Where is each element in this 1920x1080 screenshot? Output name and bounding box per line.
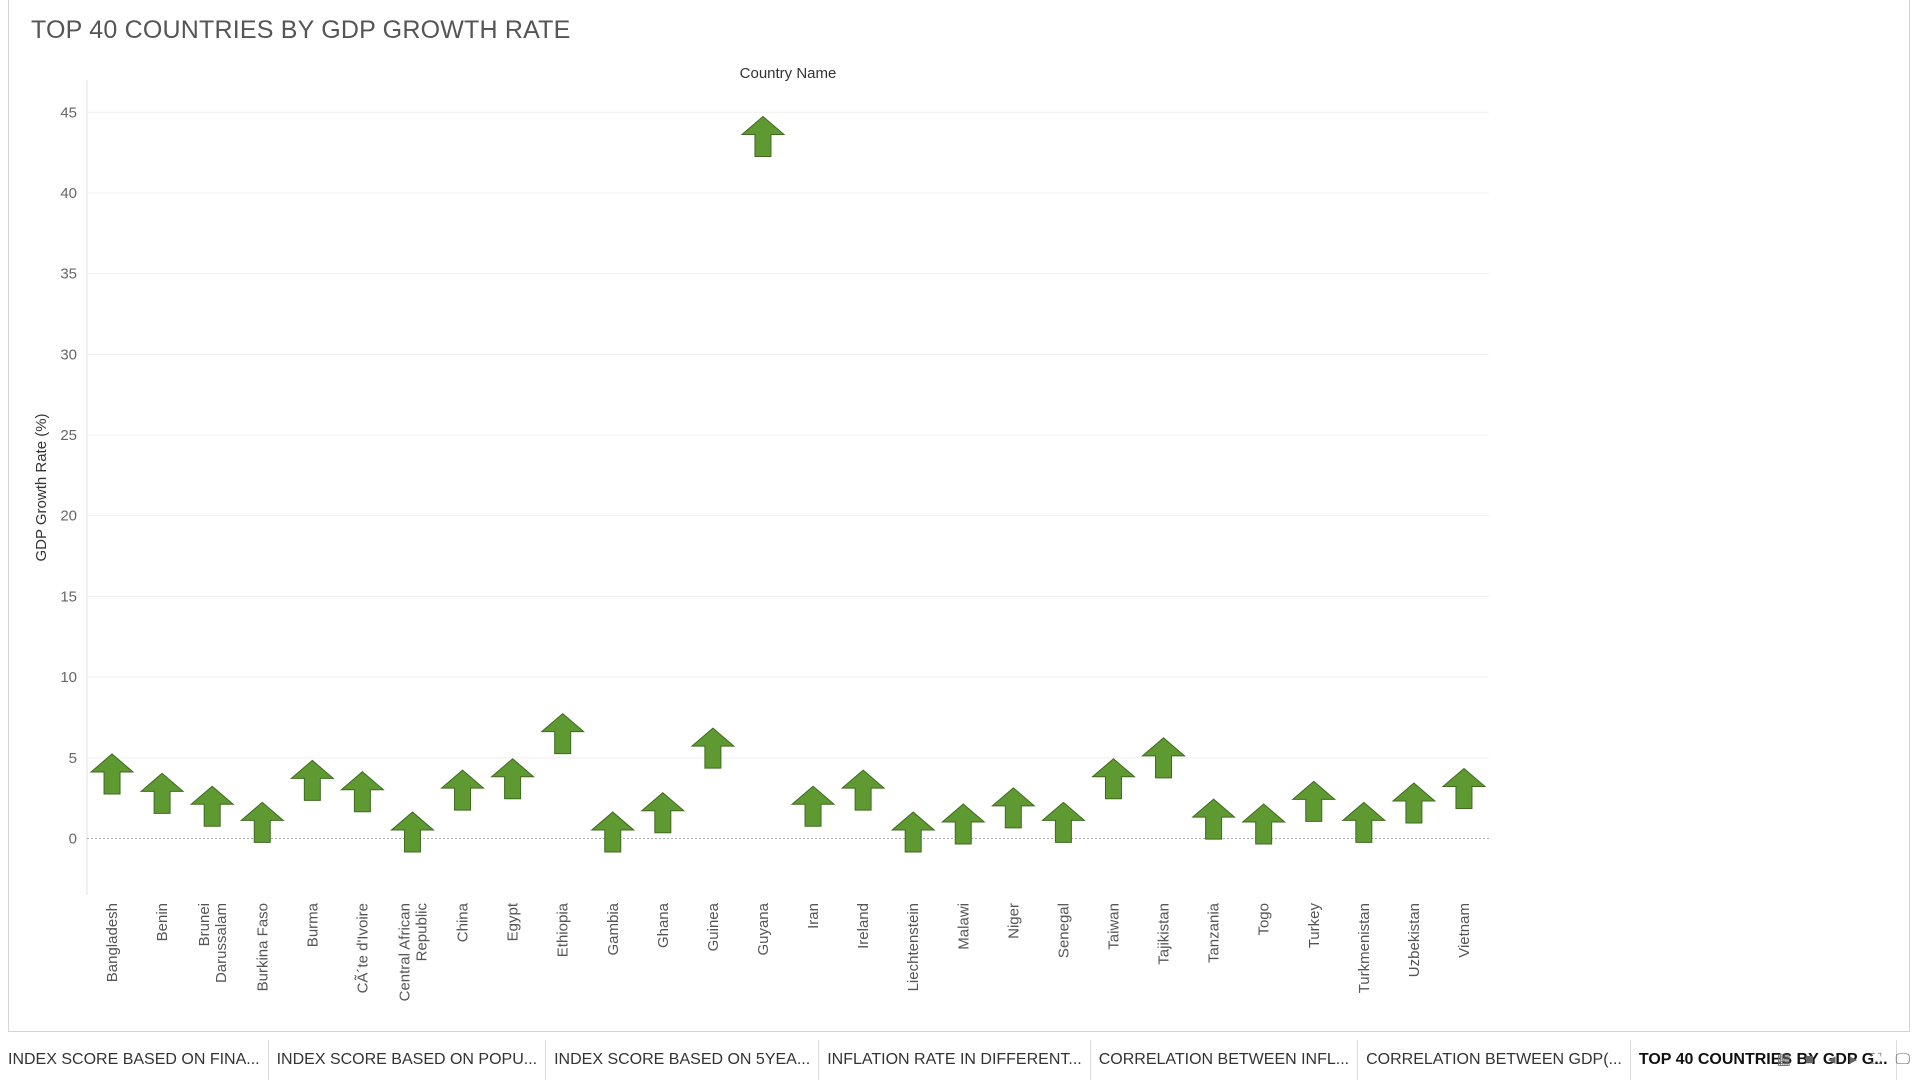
data-point-arrow[interactable] xyxy=(590,811,636,853)
y-tick-label: 5 xyxy=(69,750,77,767)
x-tick-label: Benin xyxy=(154,903,171,941)
x-tick-label: CÃ´te d'Ivoire xyxy=(354,903,371,993)
column-header: Country Name xyxy=(740,65,837,82)
data-point-arrow[interactable] xyxy=(189,785,235,827)
x-tick-label: Egypt xyxy=(505,902,522,941)
x-tick-label: Senegal xyxy=(1055,903,1072,958)
x-tick-label: China xyxy=(455,902,472,942)
worksheet: TOP 40 COUNTRIES BY GDP GROWTH RATE Coun… xyxy=(8,0,1910,1032)
data-point-arrow[interactable] xyxy=(490,758,535,800)
data-point-arrow[interactable] xyxy=(340,771,385,813)
y-tick-label: 45 xyxy=(60,104,77,121)
x-tick-label: Guinea xyxy=(705,902,722,951)
page-title: TOP 40 COUNTRIES BY GDP GROWTH RATE xyxy=(31,16,571,44)
x-tick-label: Turkmenistan xyxy=(1356,903,1373,993)
data-point-arrow[interactable] xyxy=(239,801,285,843)
y-tick-label: 25 xyxy=(60,427,77,444)
sheet-tab[interactable]: INDEX SCORE BASED ON 5YEA... xyxy=(546,1040,820,1080)
data-point-arrow[interactable] xyxy=(289,759,335,801)
x-tick-label: Togo xyxy=(1256,903,1273,936)
data-point-arrow[interactable] xyxy=(89,753,135,795)
x-tick-label: Guyana xyxy=(755,902,772,955)
y-tick-label: 20 xyxy=(60,508,77,525)
sheet-tab[interactable]: INDEX SCORE BASED ON POPU... xyxy=(269,1040,547,1080)
data-point-arrow[interactable] xyxy=(1291,780,1337,822)
data-point-arrow[interactable] xyxy=(940,803,986,845)
y-tick-label: 15 xyxy=(60,588,77,605)
sheet-tab[interactable]: INFLATION RATE IN DIFFERENT... xyxy=(819,1040,1091,1080)
data-point-arrow[interactable] xyxy=(440,769,485,811)
x-tick-label: Burkina Faso xyxy=(254,903,271,991)
y-axis-label: GDP Growth Rate (%) xyxy=(33,413,50,561)
next-sheet-icon[interactable]: ▸ xyxy=(1849,1051,1858,1068)
prev-sheet-icon[interactable]: ◂ xyxy=(1827,1051,1836,1068)
x-tick-label: Malawi xyxy=(955,903,972,950)
tab-controls: ▦ ■ ◂ ▸ ⛶ 🖵 xyxy=(1776,1050,1910,1069)
data-point-arrow[interactable] xyxy=(1141,737,1186,779)
fullscreen-icon[interactable]: ⛶ xyxy=(1871,1050,1882,1068)
data-point-arrow[interactable] xyxy=(1441,767,1487,809)
y-tick-label: 30 xyxy=(60,346,77,363)
data-point-arrow[interactable] xyxy=(139,772,185,814)
x-tick-label: Tajikistan xyxy=(1156,903,1173,965)
x-tick-label: Ethiopia xyxy=(555,902,572,957)
sheet-tab[interactable]: TOP 40 COUNTRIES BY GDP G... xyxy=(1631,1040,1897,1080)
data-point-arrow[interactable] xyxy=(540,712,586,755)
filmstrip-icon[interactable]: ■ xyxy=(1804,1050,1814,1068)
x-tick-label: Liechtenstein xyxy=(905,903,922,991)
sheet-tab[interactable]: CORRELATION BETWEEN INFL... xyxy=(1091,1040,1359,1080)
x-tick-label: Uzbekistan xyxy=(1406,903,1423,977)
data-point-arrow[interactable] xyxy=(1091,758,1136,800)
data-point-arrow[interactable] xyxy=(740,115,786,157)
data-point-arrow[interactable] xyxy=(1191,798,1236,840)
data-point-arrow[interactable] xyxy=(690,727,736,769)
x-tick-label: Bangladesh xyxy=(104,903,121,982)
data-point-arrow[interactable] xyxy=(1391,782,1437,824)
x-tick-label: Niger xyxy=(1005,903,1022,939)
sheet-tab[interactable]: CORRELATION BETWEEN GDP(... xyxy=(1358,1040,1631,1080)
y-tick-label: 40 xyxy=(60,185,77,202)
x-tick-label: Central AfricanRepublic xyxy=(396,903,430,1002)
sheet-tab-bar: INDEX SCORE BASED ON FINA... INDEX SCORE … xyxy=(0,1040,1920,1080)
x-tick-label: Ghana xyxy=(655,902,672,948)
data-point-arrow[interactable] xyxy=(640,792,686,834)
data-point-arrow[interactable] xyxy=(390,811,435,853)
sheet-tab[interactable]: INDEX SCORE BASED ON FINA... xyxy=(0,1040,269,1080)
data-point-arrow[interactable] xyxy=(790,785,836,827)
x-tick-label: Taiwan xyxy=(1105,903,1122,950)
data-point-arrow[interactable] xyxy=(1041,801,1086,843)
x-tick-label: Tanzania xyxy=(1206,902,1223,963)
data-point-arrow[interactable] xyxy=(990,787,1036,829)
x-tick-label: Burma xyxy=(304,902,321,947)
grid-view-icon[interactable]: ▦ xyxy=(1776,1051,1791,1068)
presentation-icon[interactable]: 🖵 xyxy=(1895,1050,1910,1068)
y-tick-label: 0 xyxy=(69,831,77,848)
x-tick-label: Iran xyxy=(805,903,822,929)
data-point-arrow[interactable] xyxy=(1341,801,1387,843)
y-tick-label: 10 xyxy=(60,669,77,686)
x-tick-label: Vietnam xyxy=(1456,903,1473,958)
data-point-arrow[interactable] xyxy=(1241,803,1287,845)
gdp-growth-chart: Country Name 0 5 10 15 20 25 30 35 40 45 GDP Growth… xyxy=(33,65,1489,1002)
x-tick-label: BruneiDarussalam xyxy=(196,903,230,983)
data-point-arrow[interactable] xyxy=(890,811,936,853)
x-tick-label: Ireland xyxy=(855,903,872,949)
y-tick-label: 35 xyxy=(60,266,77,283)
data-point-arrow[interactable] xyxy=(840,769,886,811)
x-tick-label: Turkey xyxy=(1306,903,1323,949)
x-tick-label: Gambia xyxy=(605,902,622,955)
